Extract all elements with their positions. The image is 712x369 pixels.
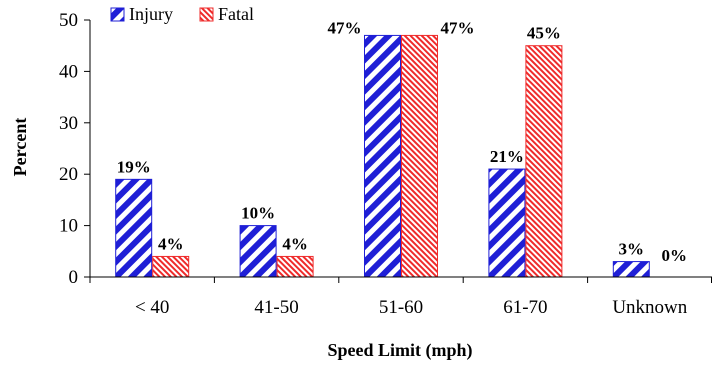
data-labels: 19% 4% 10% 4% 47% 47% 21% 45% 3% 0% bbox=[117, 18, 687, 265]
x-axis-title: Speed Limit (mph) bbox=[327, 340, 472, 361]
legend-label-injury: Injury bbox=[129, 4, 173, 24]
data-label-fatal-4: 0% bbox=[662, 246, 688, 265]
data-label-injury-1: 10% bbox=[241, 204, 275, 223]
bar-fatal-0 bbox=[152, 255, 190, 278]
bar-fatal-3 bbox=[525, 45, 563, 278]
x-tick-label-4: Unknown bbox=[612, 297, 687, 318]
x-tick-label-2: 51-60 bbox=[379, 297, 423, 318]
data-label-fatal-2: 47% bbox=[441, 18, 475, 37]
y-tick-label-1: 10 bbox=[59, 216, 78, 237]
data-label-fatal-1: 4% bbox=[282, 234, 308, 253]
bar-injury-1 bbox=[239, 225, 277, 278]
data-label-fatal-3: 45% bbox=[527, 24, 561, 43]
data-label-fatal-0: 4% bbox=[158, 234, 184, 253]
x-tick-label-1: 41-50 bbox=[254, 297, 298, 318]
y-tick-label-5: 50 bbox=[59, 10, 78, 31]
bar-injury-4 bbox=[612, 261, 650, 278]
legend: Injury Fatal bbox=[110, 4, 254, 24]
y-tick-label-3: 30 bbox=[59, 113, 78, 134]
bar-injury-0 bbox=[115, 178, 153, 278]
data-label-injury-2: 47% bbox=[328, 18, 362, 37]
bar-fatal-2 bbox=[401, 34, 438, 278]
y-tick-label-0: 0 bbox=[69, 267, 79, 288]
y-tick-label-2: 20 bbox=[59, 164, 78, 185]
x-tick-label-3: 61-70 bbox=[503, 297, 547, 318]
data-label-injury-0: 19% bbox=[117, 157, 151, 176]
legend-swatch-injury bbox=[110, 7, 125, 22]
y-axis-title: Percent bbox=[10, 118, 30, 177]
bars bbox=[115, 34, 650, 278]
bar-injury-2 bbox=[364, 34, 401, 278]
data-label-injury-4: 3% bbox=[619, 240, 645, 259]
data-label-injury-3: 21% bbox=[490, 147, 524, 166]
x-tick-label-0: < 40 bbox=[135, 297, 169, 318]
axes: < 40 41-50 51-60 61-70 Unknown 0 10 20 30 40 50 bbox=[59, 10, 712, 318]
legend-swatch-fatal bbox=[199, 7, 214, 22]
y-tick-label-4: 40 bbox=[59, 61, 78, 82]
bar-fatal-1 bbox=[276, 255, 314, 278]
legend-label-fatal: Fatal bbox=[218, 4, 254, 24]
bar-injury-3 bbox=[488, 168, 526, 278]
